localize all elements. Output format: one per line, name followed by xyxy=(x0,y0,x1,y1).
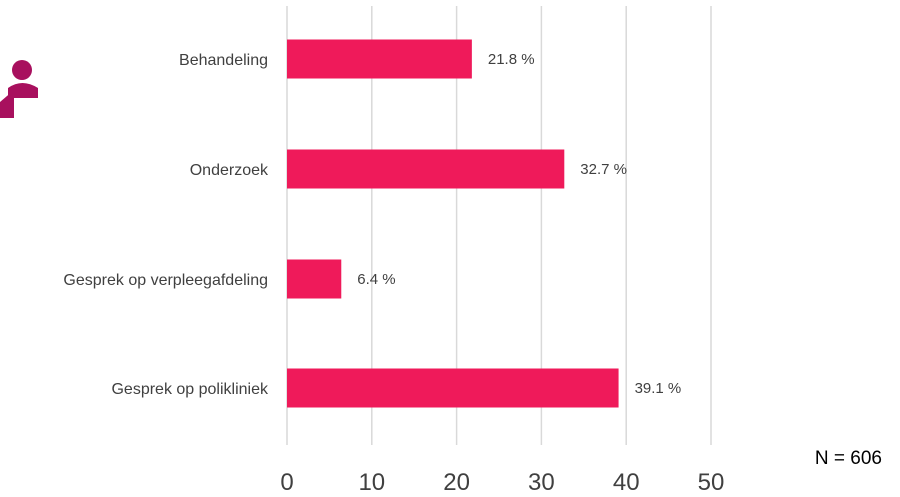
x-tick-label: 20 xyxy=(443,469,470,496)
category-label: Gesprek op polikliniek xyxy=(111,381,269,398)
x-tick-label: 50 xyxy=(698,469,725,496)
bar xyxy=(287,368,619,408)
data-label: 6.4 % xyxy=(357,271,395,288)
category-label: Gesprek op verpleegafdeling xyxy=(63,272,268,289)
bars xyxy=(287,39,619,408)
x-tick-label: 0 xyxy=(280,469,293,496)
x-axis-tick-labels: 0 10 20 30 40 50 xyxy=(280,469,724,496)
sample-size-label: N = 606 xyxy=(814,448,882,469)
bar xyxy=(287,149,565,189)
category-labels: Behandeling Onderzoek Gesprek op verpleega… xyxy=(63,52,269,398)
category-label: Behandeling xyxy=(179,52,268,69)
data-label: 21.8 % xyxy=(488,51,535,68)
x-tick-label: 40 xyxy=(613,469,640,496)
bar xyxy=(287,39,472,79)
person-icon xyxy=(0,60,38,118)
data-label: 32.7 % xyxy=(580,161,627,178)
x-tick-label: 30 xyxy=(528,469,555,496)
person-icon-head xyxy=(12,60,32,80)
data-labels: 21.8 % 32.7 % 6.4 % 39.1 % xyxy=(357,51,681,397)
data-label: 39.1 % xyxy=(635,380,682,397)
x-tick-label: 10 xyxy=(358,469,385,496)
bar xyxy=(287,259,342,299)
category-label: Onderzoek xyxy=(190,162,269,179)
person-icon-body xyxy=(0,83,38,118)
